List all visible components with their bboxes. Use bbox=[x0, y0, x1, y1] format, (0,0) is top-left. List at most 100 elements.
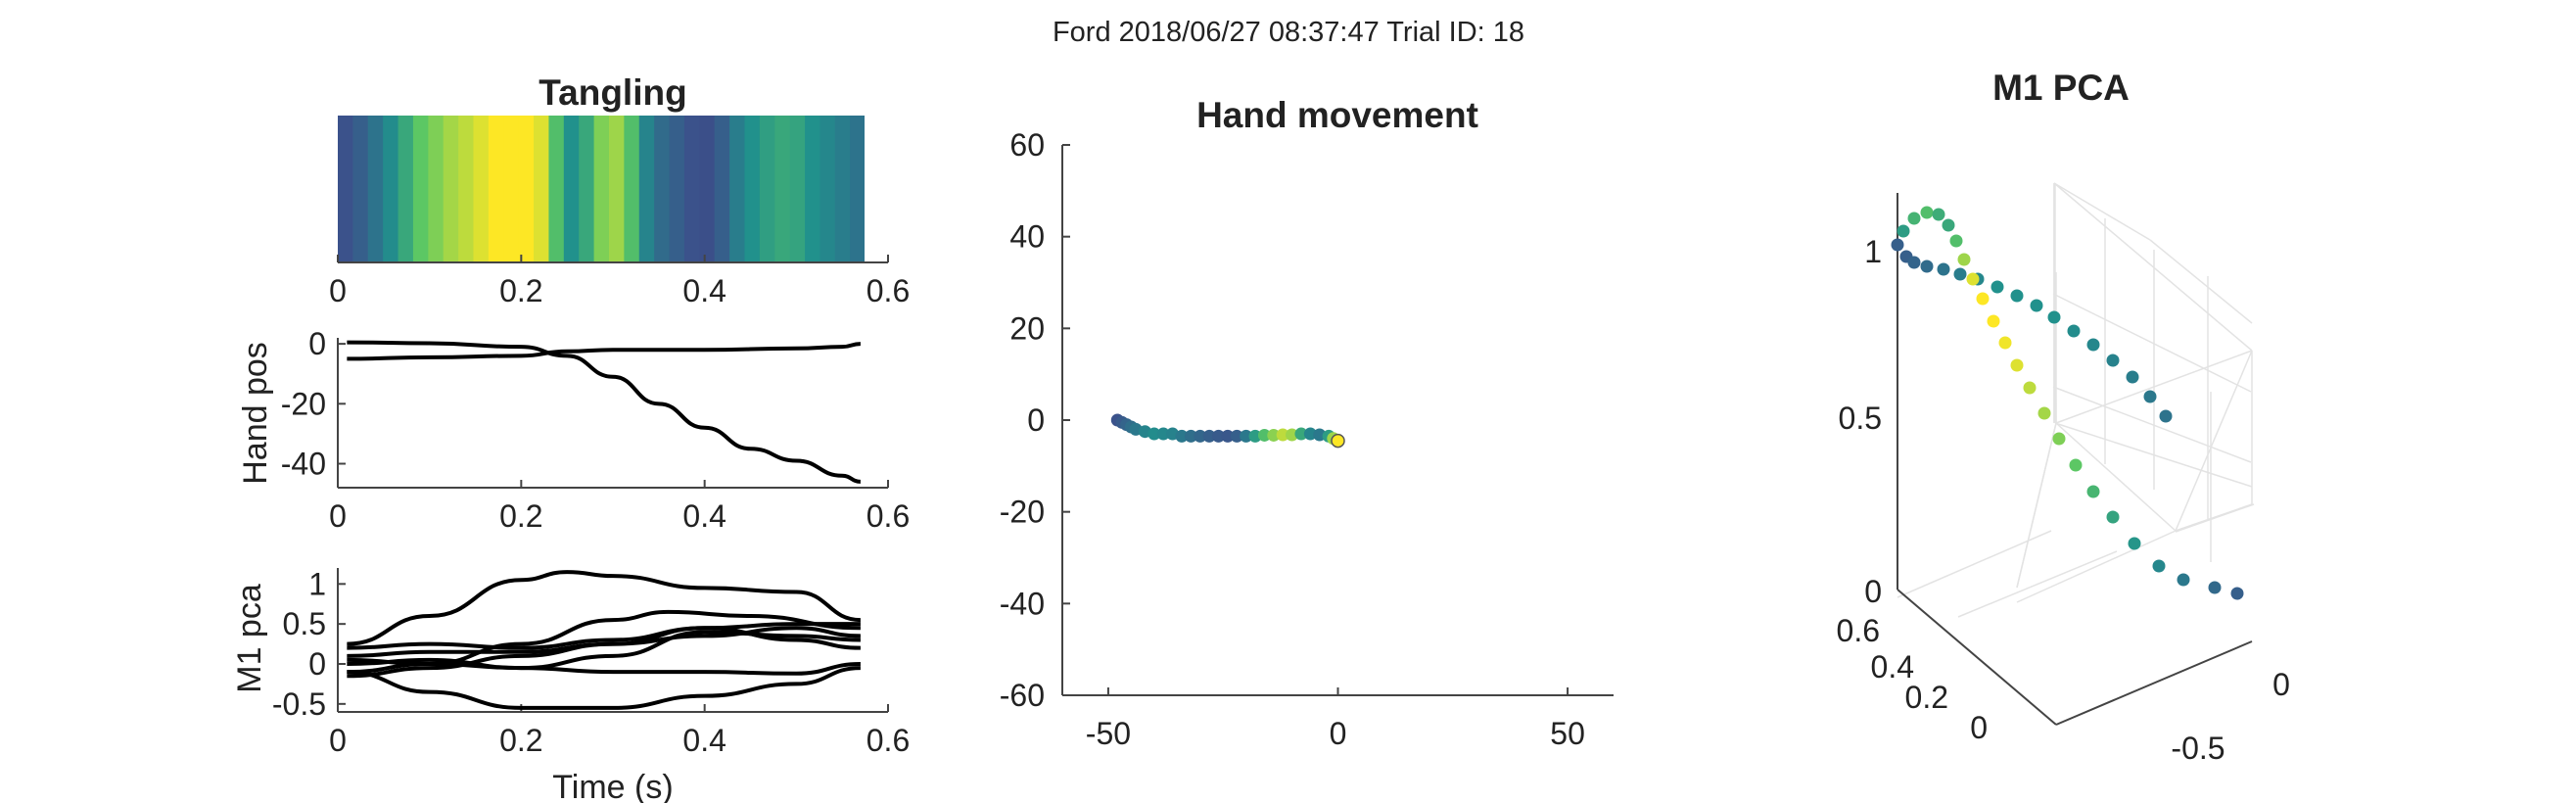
tangling-cell bbox=[352, 116, 369, 262]
m1-pca-3d-point bbox=[1991, 280, 2004, 294]
m1-pca-ytick-label: 1 bbox=[308, 566, 326, 601]
m1-pca-3d-point bbox=[2052, 432, 2066, 446]
m1-pca-3d-point bbox=[2106, 354, 2120, 367]
tangling-panel: Tangling 0 0.2 0.4 0.6 bbox=[329, 72, 910, 308]
hand-movement-ytick-label: -40 bbox=[1000, 586, 1045, 621]
m1-pca-3d-point bbox=[2086, 485, 2100, 498]
tangling-cell bbox=[593, 116, 610, 262]
m1-pca-ylabel: M1 pca bbox=[231, 584, 268, 693]
m1-pca-3d-point bbox=[2037, 406, 2051, 420]
hand-movement-ytick-label: -20 bbox=[1000, 495, 1045, 530]
hand-pos-xtick-label: 0 bbox=[329, 498, 347, 534]
m1-pca-3d-axes bbox=[1897, 193, 2253, 726]
hand-movement-ticks: -50 0 50 60 40 20 0 -20 -40 -60 bbox=[1000, 127, 1585, 751]
m1-pca-3d-points bbox=[1891, 206, 2244, 600]
m1-pca-3d-point bbox=[2177, 573, 2190, 587]
hand-movement-xtick-label: 0 bbox=[1330, 716, 1347, 751]
m1-pca-3d-point bbox=[2010, 289, 2024, 303]
tangling-cell bbox=[518, 116, 535, 262]
m1-pca-3d-point bbox=[1976, 292, 1990, 306]
m1-pca-3d-ztick-label: 0 bbox=[1864, 574, 1882, 609]
hand-movement-ytick-label: 60 bbox=[1009, 127, 1045, 163]
m1-pca-3d-ticks: 1 0.5 0 0.60.40.2 0 0 -0.5 bbox=[1837, 234, 2290, 766]
hand-pos-ticks: 0 0.2 0.4 0.6 0 -20 -40 bbox=[281, 326, 910, 534]
tangling-xtick-label: 0 bbox=[329, 273, 347, 308]
m1-pca-3d-ytick-label: 0.2 bbox=[1905, 680, 1948, 715]
m1-pca-3d-point bbox=[2208, 581, 2222, 594]
tangling-cell bbox=[714, 116, 730, 262]
m1-pca-ytick-label: 0.5 bbox=[283, 606, 326, 641]
tangling-cell bbox=[669, 116, 685, 262]
hand-pos-xtick-label: 0.4 bbox=[682, 498, 726, 534]
tangling-cell bbox=[699, 116, 716, 262]
m1-pca-3d-point bbox=[1957, 253, 1971, 266]
tangling-cell bbox=[548, 116, 565, 262]
hand-movement-ytick-label: 40 bbox=[1009, 219, 1045, 255]
hand-movement-points bbox=[1110, 413, 1345, 449]
m1-pca-line bbox=[347, 622, 861, 650]
tangling-cell bbox=[654, 116, 671, 262]
m1-pca-xtick-label: 0 bbox=[329, 723, 347, 758]
m1-pca-3d-panel: M1 PCA bbox=[1837, 68, 2290, 766]
m1-pca-3d-point bbox=[1998, 336, 2012, 350]
m1-pca-3d-point bbox=[2128, 537, 2141, 550]
hand-movement-point bbox=[1202, 429, 1216, 443]
m1-pca-3d-point bbox=[1966, 272, 1980, 286]
tangling-cell bbox=[850, 116, 865, 262]
hand-movement-point bbox=[1267, 428, 1281, 442]
hand-movement-ytick-label: 20 bbox=[1009, 310, 1045, 346]
m1-pca-3d-point bbox=[1920, 260, 1934, 273]
tangling-cell bbox=[638, 116, 655, 262]
tangling-cell bbox=[412, 116, 429, 262]
m1-pca-ticks: 0 0.2 0.4 0.610.50-0.5 bbox=[272, 566, 910, 758]
m1-pca-3d-point bbox=[1891, 238, 1904, 252]
hand-pos-panel: 0 0.2 0.4 0.6 0 -20 -40 Hand pos bbox=[237, 326, 910, 534]
m1-pca-3d-point bbox=[2230, 587, 2244, 600]
m1-pca-3d-point bbox=[1987, 314, 2000, 328]
m1-pca-lines bbox=[347, 570, 861, 710]
m1-pca-3d-xtick-label: -0.5 bbox=[2171, 731, 2225, 766]
hand-pos-xtick-label: 0.6 bbox=[866, 498, 910, 534]
hand-movement-ytick-label: -60 bbox=[1000, 678, 1045, 713]
hand-pos-line bbox=[347, 340, 862, 484]
hand-movement-point bbox=[1286, 428, 1299, 442]
tangling-cell bbox=[789, 116, 806, 262]
tangling-cell bbox=[428, 116, 445, 262]
hand-movement-point bbox=[1248, 429, 1262, 443]
tangling-x-ticks: 0 0.2 0.4 0.6 bbox=[329, 255, 910, 308]
hand-pos-line bbox=[347, 342, 861, 361]
tangling-cell bbox=[534, 116, 550, 262]
m1-pca-3d-point bbox=[1942, 218, 1955, 232]
hand-movement-point bbox=[1156, 427, 1170, 441]
tangling-cell bbox=[473, 116, 490, 262]
hand-movement-end-marker bbox=[1331, 433, 1345, 449]
m1-pca-3d-point bbox=[2047, 310, 2061, 324]
tangling-cell bbox=[774, 116, 791, 262]
m1-pca-3d-point bbox=[2159, 409, 2173, 423]
hand-pos-ytick-label: 0 bbox=[308, 326, 326, 361]
hand-movement-point bbox=[1212, 429, 1226, 443]
m1-pca-3d-point bbox=[1953, 267, 1967, 281]
tangling-xtick-label: 0.2 bbox=[499, 273, 542, 308]
m1-pca-3d-point bbox=[2152, 559, 2166, 573]
tangling-cell bbox=[458, 116, 475, 262]
m1-pca-3d-point bbox=[1937, 262, 1950, 276]
tangling-cell bbox=[820, 116, 836, 262]
m1-pca-3d-title: M1 PCA bbox=[1992, 68, 2130, 108]
tangling-cell bbox=[729, 116, 746, 262]
tangling-cell bbox=[624, 116, 640, 262]
hand-movement-point bbox=[1257, 428, 1271, 442]
m1-pca-3d-point bbox=[2069, 458, 2083, 472]
m1-pca-3d-point bbox=[1949, 234, 1963, 248]
m1-pca-3d-point bbox=[1897, 224, 1910, 238]
m1-pca-3d-point bbox=[2010, 358, 2024, 372]
figure-suptitle: Ford 2018/06/27 08:37:47 Trial ID: 18 bbox=[1053, 17, 1524, 48]
m1-pca-3d-xtick-label: 0 bbox=[2272, 667, 2290, 702]
m1-pca-3d-point bbox=[2030, 299, 2043, 312]
m1-pca-3d-point bbox=[1907, 212, 1921, 225]
m1-pca-3d-point bbox=[2023, 381, 2037, 395]
hand-movement-panel: Hand movement -50 0 50 60 40 20 0 -20 -40 -60 bbox=[1000, 95, 1614, 751]
hand-movement-xtick-label: 50 bbox=[1550, 716, 1585, 751]
m1-pca-line bbox=[347, 626, 861, 679]
m1-pca-3d-point bbox=[2126, 370, 2139, 384]
